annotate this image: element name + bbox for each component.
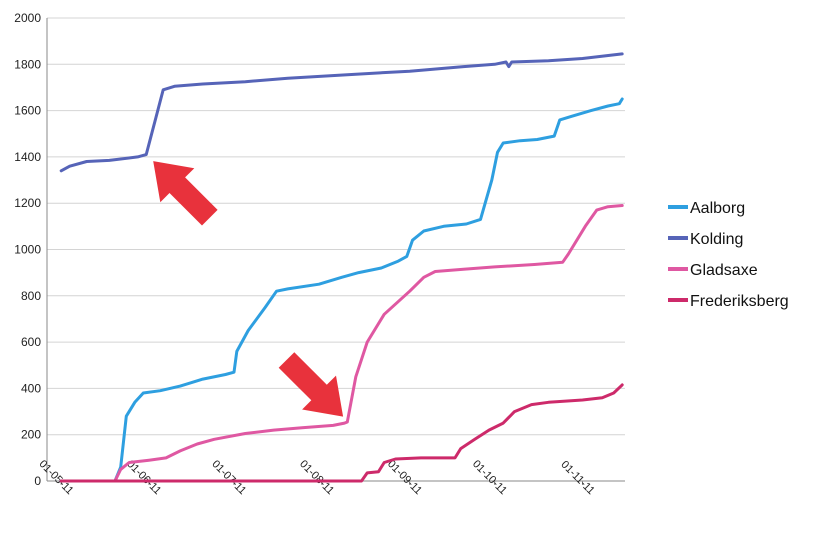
series-line-kolding: [59, 52, 624, 173]
legend-label-gladsaxe: Gladsaxe: [690, 262, 758, 279]
y-tick-label: 1600: [14, 104, 41, 118]
legend-label-frederiksberg: Frederiksberg: [690, 293, 789, 310]
y-tick-label: 200: [21, 428, 41, 442]
series-line-aalborg: [59, 97, 624, 483]
y-tick-label: 1400: [14, 150, 41, 164]
x-tick-label: 01-09-11: [385, 458, 424, 497]
y-tick-label: 600: [21, 335, 41, 349]
x-tick-label: 01-07-11: [209, 458, 248, 497]
legend: Aalborg Kolding Gladsaxe Frederiksberg: [668, 200, 789, 310]
y-tick-label: 1000: [14, 243, 41, 257]
legend-label-aalborg: Aalborg: [690, 200, 745, 217]
y-axis-ticks: 0 200 400 600 800 1000 1200 1400 1600 1800 2000: [14, 11, 41, 488]
y-tick-label: 1800: [14, 57, 41, 71]
x-tick-label: 01-10-11: [470, 458, 509, 497]
y-tick-label: 0: [34, 474, 41, 488]
annotations: [153, 161, 344, 417]
series-lines: [59, 52, 624, 483]
red-arrow-1: [153, 161, 218, 226]
x-tick-label: 01-11-11: [558, 459, 596, 497]
x-tick-label: 01-05-11: [36, 458, 75, 497]
y-tick-label: 2000: [14, 11, 41, 25]
y-tick-label: 800: [21, 289, 41, 303]
x-tick-label: 01-08-11: [297, 458, 336, 497]
legend-label-kolding: Kolding: [690, 231, 743, 248]
x-tick-label: 01-06-11: [124, 458, 163, 497]
series-line-gladsaxe: [59, 204, 624, 483]
y-tick-label: 1200: [14, 196, 41, 210]
y-tick-label: 400: [21, 381, 41, 395]
red-arrow-2: [278, 352, 344, 417]
series-line-frederiksberg: [59, 383, 624, 483]
grid-lines: [47, 17, 625, 436]
